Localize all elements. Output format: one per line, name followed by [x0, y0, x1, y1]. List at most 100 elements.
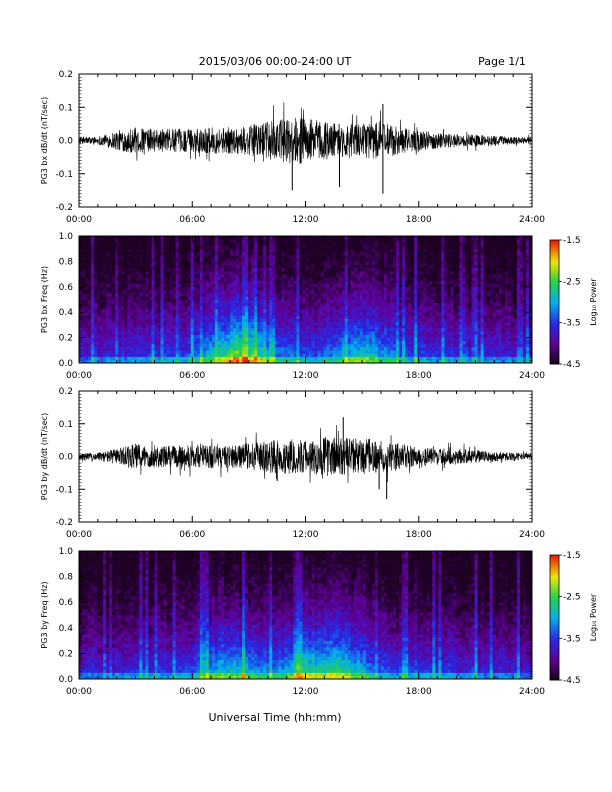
spectrogram-cell — [157, 328, 161, 332]
spectrogram-cell — [269, 353, 273, 357]
spectrogram-cell — [290, 324, 294, 329]
spectrogram-cell — [130, 261, 134, 265]
spectrogram-cell — [266, 309, 270, 313]
spectrogram-cell — [88, 251, 92, 256]
spectrogram-cell — [323, 283, 327, 288]
spectrogram-cell — [263, 353, 267, 357]
spectrogram-cell — [169, 324, 173, 329]
spectrogram-cell — [239, 264, 243, 269]
spectrogram-cell — [396, 334, 400, 338]
spectrogram-cell — [127, 280, 131, 284]
spectrogram-cell — [85, 302, 89, 307]
spectrogram-cell — [109, 356, 113, 361]
spectrogram-cell — [106, 239, 110, 243]
spectrogram-cell — [154, 236, 158, 240]
spectrogram-cell — [187, 309, 192, 313]
spectrogram-cell — [441, 264, 445, 269]
spectrogram-cell — [417, 248, 421, 253]
spectrogram-cell — [402, 261, 406, 265]
spectrogram-cell — [329, 356, 333, 361]
spectrogram-cell — [220, 280, 225, 284]
spectrogram-cell — [423, 347, 427, 351]
spectrogram-cell — [124, 302, 128, 307]
spectrogram-cell — [178, 251, 182, 256]
spectrogram-cell — [308, 337, 312, 342]
spectrogram-cell — [157, 305, 161, 310]
spectrogram-cell — [230, 274, 234, 278]
spectrogram-cell — [106, 236, 110, 240]
spectrogram-cell — [239, 359, 243, 364]
spectrogram-cell — [305, 318, 309, 323]
spectrogram-cell — [299, 286, 303, 291]
spectrogram-cell — [308, 248, 312, 253]
spectrogram-cell — [175, 293, 179, 297]
spectrogram-cell — [184, 324, 189, 329]
spectrogram-cell — [278, 328, 282, 332]
spectrogram-cell — [148, 356, 152, 361]
spectrogram-cell — [88, 324, 92, 329]
spectrogram-cell — [230, 267, 234, 272]
spectrogram-cell — [390, 337, 394, 342]
spectrogram-cell — [248, 315, 252, 319]
spectrogram-cell — [251, 350, 255, 354]
spectrogram-cell — [239, 315, 243, 319]
spectrogram-cell — [130, 280, 134, 284]
spectrogram-cell — [393, 318, 397, 323]
spectrogram-cell — [341, 343, 346, 348]
spectrogram-cell — [109, 324, 113, 329]
spectrogram-cell — [362, 350, 367, 354]
spectrogram-cell — [148, 318, 152, 323]
spectrogram-cell — [308, 277, 312, 281]
spectrogram-cell — [233, 302, 237, 307]
spectrogram-cell — [163, 255, 167, 259]
spectrogram-cell — [347, 239, 352, 243]
spectrogram-cell — [287, 251, 291, 256]
spectrogram-cell — [332, 264, 336, 269]
spectrogram-cell — [251, 248, 255, 253]
spectrogram-cell — [393, 328, 397, 332]
spectrogram-cell — [91, 359, 95, 364]
spectrogram-cell — [236, 359, 240, 364]
spectrogram-cell — [196, 236, 201, 240]
spectrogram-cell — [341, 255, 346, 259]
spectrogram-cell — [242, 267, 246, 272]
spectrogram-cell — [335, 274, 340, 278]
spectrogram-cell — [242, 347, 246, 351]
spectrogram-cell — [350, 347, 355, 351]
spectrogram-cell — [109, 299, 113, 303]
spectrogram-cell — [157, 236, 161, 240]
spectrogram-cell — [275, 324, 279, 329]
spectrogram-cell — [347, 267, 352, 272]
spectrogram-cell — [329, 280, 333, 284]
spectrogram-cell — [405, 296, 409, 300]
spectrogram-cell — [338, 283, 343, 288]
spectrogram-cell — [332, 236, 336, 240]
spectrogram-cell — [432, 318, 436, 323]
spectrogram-cell — [335, 264, 340, 269]
spectrogram-cell — [220, 264, 225, 269]
spectrogram-cell — [287, 305, 291, 310]
spectrogram-cell — [236, 296, 240, 300]
spectrogram-cell — [217, 280, 222, 284]
spectrogram-cell — [305, 245, 309, 249]
spectrogram-cell — [151, 261, 155, 265]
spectrogram-cell — [284, 245, 288, 249]
spectrogram-cell — [211, 347, 216, 351]
spectrogram-cell — [341, 245, 346, 249]
spectrogram-cell — [423, 236, 427, 240]
spectrogram-cell — [124, 318, 128, 323]
spectrogram-cell — [223, 299, 228, 303]
spectrogram-cell — [420, 331, 424, 335]
spectrogram-cell — [214, 264, 219, 269]
spectrogram-cell — [341, 305, 346, 310]
spectrogram-cell — [308, 299, 312, 303]
spectrogram-cell — [353, 289, 358, 294]
spectrogram-cell — [296, 347, 300, 351]
spectrogram-cell — [359, 350, 364, 354]
spectrogram-cell — [441, 261, 445, 265]
spectrogram-cell — [223, 267, 228, 272]
spectrogram-cell — [335, 280, 340, 284]
spectrogram-cell — [242, 340, 246, 345]
spectrogram-cell — [145, 293, 149, 297]
spectrogram-cell — [266, 258, 270, 262]
